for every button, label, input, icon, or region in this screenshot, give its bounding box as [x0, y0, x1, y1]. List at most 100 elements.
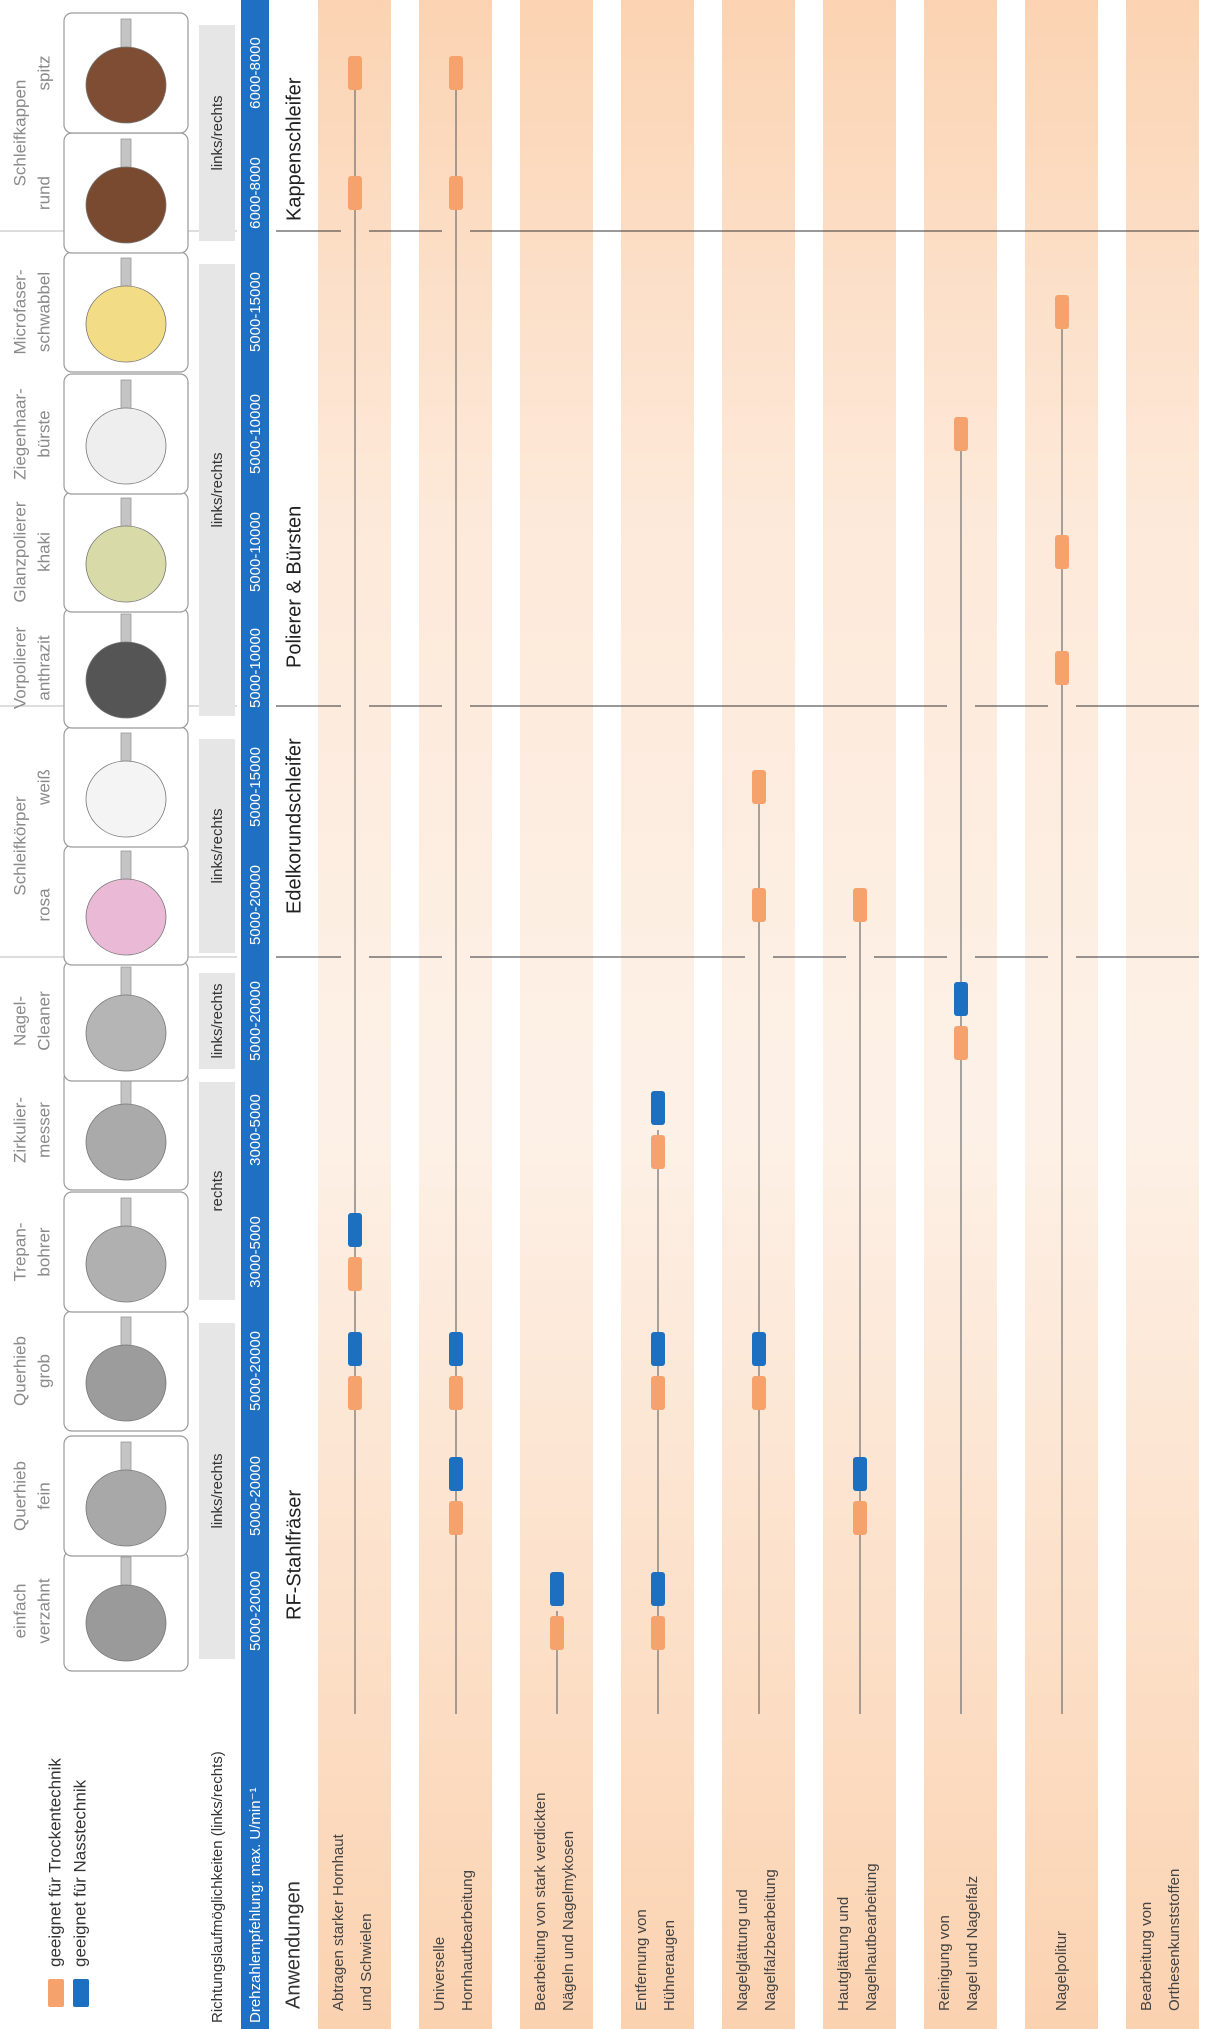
legend-swatch: [48, 1979, 64, 2007]
tool-label: anthrazit: [34, 635, 53, 700]
tool-head: [85, 760, 167, 838]
tool-head: [85, 407, 167, 485]
application-label: Universelle: [431, 1937, 448, 2011]
speed-label: Drehzahlempfehlung: max. U/min⁻¹: [247, 1787, 264, 2023]
tool-label: weiß: [34, 769, 53, 806]
direction-bar: [199, 739, 235, 953]
tool-head: [85, 641, 167, 719]
dry-marker: [348, 1376, 362, 1410]
legend-swatch: [73, 1979, 89, 2007]
tool-label: Querhieb: [10, 1336, 29, 1406]
dry-marker: [752, 1376, 766, 1410]
dry-marker: [1055, 651, 1069, 685]
tool-speed: 6000-8000: [247, 37, 264, 109]
application-label: Bearbeitung von: [1138, 1902, 1155, 2011]
dry-marker: [651, 1616, 665, 1650]
tool-speed: 5000-20000: [247, 1571, 264, 1651]
dry-marker: [752, 888, 766, 922]
application-label: Bearbeitung von stark verdickten: [532, 1793, 549, 2011]
group-name: Kappenschleifer: [283, 77, 305, 221]
tool-speed: 5000-20000: [247, 865, 264, 945]
direction-bar: [199, 25, 235, 241]
direction-text: links/rechts: [209, 1453, 226, 1528]
dry-marker: [1055, 295, 1069, 329]
application-label: Abtragen starker Hornhaut: [330, 1833, 347, 2011]
dry-marker: [651, 1376, 665, 1410]
dry-marker: [348, 1257, 362, 1291]
tool-group-title: Schleifkörper: [10, 796, 29, 896]
tool-head: [85, 1103, 167, 1181]
wet-marker: [651, 1091, 665, 1125]
tool-label: bohrer: [34, 1227, 53, 1276]
group-name: Edelkorundschleifer: [283, 738, 305, 914]
application-label: Nagel und Nagelfalz: [964, 1876, 981, 2011]
tool-speed: 5000-15000: [247, 272, 264, 352]
application-label: Nagelhautbearbeitung: [863, 1863, 880, 2011]
tool-label: spitz: [34, 56, 53, 91]
wet-marker: [449, 1457, 463, 1491]
application-label: Entfernung von: [633, 1909, 650, 2011]
dry-marker: [348, 56, 362, 90]
direction-bar: [199, 1082, 235, 1300]
dry-marker: [954, 417, 968, 451]
tool-label: Querhieb: [10, 1461, 29, 1531]
wet-marker: [449, 1332, 463, 1366]
tool-head: [85, 525, 167, 603]
application-label: Nägeln und Nagelmykosen: [560, 1831, 577, 2011]
tool-head: [85, 285, 167, 363]
tool-head: [85, 166, 167, 244]
application-label: Hühneraugen: [661, 1920, 678, 2011]
direction-text: links/rechts: [209, 452, 226, 527]
tool-label: Nagel-: [10, 996, 29, 1046]
direction-text: rechts: [209, 1171, 226, 1212]
direction-text: links/rechts: [209, 808, 226, 883]
tool-label: rosa: [34, 888, 53, 922]
speed-band: [241, 0, 269, 2029]
tool-label: einfach: [10, 1584, 29, 1639]
tool-label: rund: [34, 176, 53, 210]
dry-marker: [954, 1026, 968, 1060]
direction-bar: [199, 973, 235, 1069]
tool-label: Glanzpolierer: [10, 501, 29, 602]
dry-marker: [752, 770, 766, 804]
tool-label: verzahnt: [34, 1578, 53, 1643]
tool-speed: 3000-5000: [247, 1216, 264, 1288]
tool-speed: 5000-10000: [247, 394, 264, 474]
wet-marker: [752, 1332, 766, 1366]
tool-speed: 5000-20000: [247, 1456, 264, 1536]
application-label: Nagelfalzbearbeitung: [762, 1869, 779, 2011]
tool-head: [85, 1225, 167, 1303]
wet-marker: [550, 1572, 564, 1606]
tool-label: Vorpolierer: [10, 627, 29, 710]
dry-marker: [449, 56, 463, 90]
tool-speed: 5000-15000: [247, 747, 264, 827]
legend-label: geeignet für Nasstechnik: [70, 1779, 89, 1967]
direction-bar: [199, 1323, 235, 1659]
direction-text: links/rechts: [209, 983, 226, 1058]
tool-head: [85, 878, 167, 956]
wet-marker: [651, 1332, 665, 1366]
tool-speed: 3000-5000: [247, 1094, 264, 1166]
direction-bar: [199, 264, 235, 716]
tool-speed: 5000-20000: [247, 1331, 264, 1411]
dry-marker: [853, 888, 867, 922]
application-label: Nagelglättung und: [734, 1889, 751, 2011]
dry-marker: [348, 176, 362, 210]
row-stripe: [1126, 0, 1199, 2029]
tool-label: khaki: [34, 532, 53, 572]
tool-label: fein: [34, 1482, 53, 1509]
tool-label: grob: [34, 1354, 53, 1388]
tool-speed: 5000-10000: [247, 628, 264, 708]
direction-label: Richtungslaufmöglichkeiten (links/rechts…: [209, 1751, 226, 2023]
group-name: RF-Stahlfräser: [283, 1490, 305, 1620]
application-label: Orthesenkunststoffen: [1166, 1869, 1183, 2011]
tool-label: schwabbel: [34, 272, 53, 352]
wet-marker: [348, 1332, 362, 1366]
dry-marker: [449, 1501, 463, 1535]
dry-marker: [853, 1501, 867, 1535]
tool-head: [85, 994, 167, 1072]
tool-label: Trepan-: [10, 1223, 29, 1282]
wet-marker: [954, 982, 968, 1016]
